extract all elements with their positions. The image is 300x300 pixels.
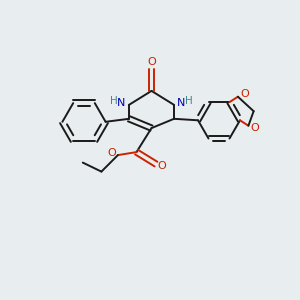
Text: O: O — [240, 89, 249, 99]
Text: O: O — [107, 148, 116, 158]
Text: O: O — [250, 123, 260, 133]
Text: O: O — [158, 160, 166, 171]
Text: O: O — [147, 57, 156, 67]
Text: N: N — [117, 98, 126, 108]
Text: N: N — [177, 98, 186, 108]
Text: H: H — [110, 96, 118, 106]
Text: H: H — [185, 96, 193, 106]
